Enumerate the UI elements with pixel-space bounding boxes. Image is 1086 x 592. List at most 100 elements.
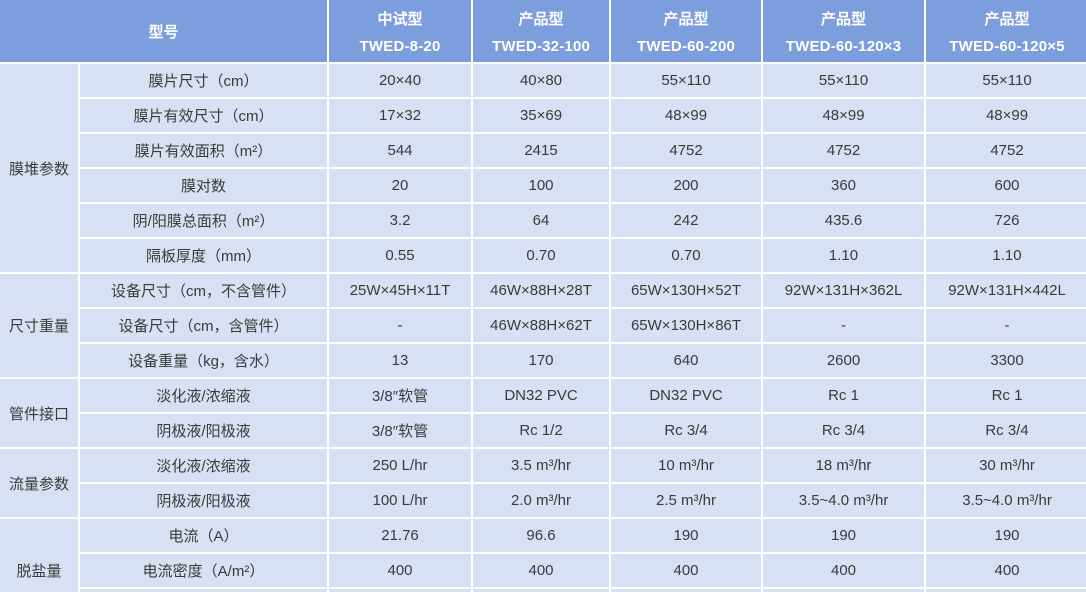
value-cell: Rc 1 [924,377,1086,414]
table-row: 阴极液/阳极液 3/8″软管 Rc 1/2 Rc 3/4 Rc 3/4 Rc 3/4 [0,412,1086,449]
column-model-label: TWED-32-100 [491,37,591,55]
value-cell: 0.55 [327,237,474,274]
value-cell: 65W×130H×86T [609,307,764,344]
value-cell: 65W×130H×52T [609,272,764,309]
table-row: 尺寸重量 设备尺寸（cm，不含管件） 25W×45H×11T 46W×88H×28T 6… [0,272,1086,379]
value-cell: 250 L/hr [327,447,474,484]
value-cell: 726 [924,202,1086,239]
value-cell: 190 [761,517,927,554]
table-header: 型号 中试型 TWED-8-20 产品型 TWED-32-100 产品型 TWE… [0,0,1086,64]
row-label: 膜对数 [77,167,330,204]
table-row: 膜片有效面积（m²） 544 2415 4752 4752 4752 [0,132,1086,169]
header-cell-twed-60-120x5: 产品型 TWED-60-120×5 [924,0,1086,64]
column-model-label: TWED-8-20 [359,37,441,55]
table-row: 设备重量（kg，含水） 13 170 640 2600 3300 [0,342,1086,379]
row-label: 设备尺寸（cm，不含管件） [77,272,330,309]
table-row: 流量参数 淡化液/浓缩液 250 L/hr 3.5 m³/hr 10 m³/hr 18 m… [0,447,1086,519]
row-label: 电流（A） [77,517,330,554]
value-cell: 13 [327,342,474,379]
row-label: 阴极液/阳极液 [77,412,330,449]
value-cell: 48×99 [924,97,1086,134]
value-cell: 25W×45H×11T [327,272,474,309]
column-type-label: 产品型 [663,10,709,28]
value-cell: 1.10 [924,237,1086,274]
value-cell: 46W×88H×62T [471,307,612,344]
value-cell: - [924,307,1086,344]
value-cell: 600 [924,167,1086,204]
table-row: 脱盐量 电流（A） 21.76 96.6 190 190 190 [0,517,1086,592]
value-cell: Rc 3/4 [924,412,1086,449]
value-cell: 400 [327,552,474,589]
header-row: 型号 中试型 TWED-8-20 产品型 TWED-32-100 产品型 TWE… [0,0,1086,64]
value-cell: 55×110 [761,62,927,99]
value-cell: 2.0 m³/hr [471,482,612,519]
value-cell: 4752 [609,132,764,169]
value-cell: 96.6 [471,517,612,554]
value-cell: Rc 3/4 [761,412,927,449]
row-label: 淡化液/浓缩液 [77,377,330,414]
value-cell: 190 [609,517,764,554]
value-cell: 400 [471,552,612,589]
value-cell: 190 [924,517,1086,554]
table-row: 阴/阳膜总面积（m²） 3.2 64 242 435.6 726 [0,202,1086,239]
value-cell: 200 [609,167,764,204]
header-cell-twed-8-20: 中试型 TWED-8-20 [327,0,474,64]
row-label: 阴/阳膜总面积（m²） [77,202,330,239]
value-cell: 170 [471,342,612,379]
value-cell: 3.5~4.0 m³/hr [924,482,1086,519]
value-cell: 21.76 [327,517,474,554]
row-label: 设备重量（kg，含水） [77,342,330,379]
table-row: 设备尺寸（cm，含管件） -46W×88H×62T 65W×130H×86T - - [0,307,1086,344]
row-label: 阴极液/阳极液 [77,482,330,519]
value-cell: 174 [924,587,1086,592]
table-row: 阴极液/阳极液 100 L/hr 2.0 m³/hr 2.5 m³/hr 3.5~4.0… [0,482,1086,519]
group-label: 管件接口 [0,377,80,449]
column-type-label: 产品型 [518,10,564,28]
value-cell: 2.5 m³/hr [609,482,764,519]
group-label: 脱盐量 [0,517,80,592]
value-cell: DN32 PVC [471,377,612,414]
header-cell-twed-60-120x3: 产品型 TWED-60-120×3 [761,0,927,64]
value-cell: 400 [609,552,764,589]
value-cell: DN32 PVC [609,377,764,414]
value-cell: 30 m³/hr [924,447,1086,484]
column-model-label: TWED-60-200 [636,37,736,55]
column-type-label: 中试型 [377,10,423,28]
value-cell: 20×40 [327,62,474,99]
value-cell: 17×32 [327,97,474,134]
value-cell: 2415 [471,132,612,169]
value-cell: 105 [761,587,927,592]
value-cell: 58.0 [609,587,764,592]
model-label: 型号 [148,23,179,41]
value-cell: 18 m³/hr [761,447,927,484]
value-cell: 0.70 [471,237,612,274]
group-label: 尺寸重量 [0,272,80,379]
value-cell: 242 [609,202,764,239]
column-type-label: 产品型 [984,10,1030,28]
row-label: 电流密度（A/m²） [77,552,330,589]
value-cell: 14.7 [471,587,612,592]
row-label: 淡化液/浓缩液 [77,447,330,484]
row-label: 膜片有效面积（m²） [77,132,330,169]
value-cell: 0.66 [327,587,474,592]
value-cell: 55×110 [924,62,1086,99]
group-label: 流量参数 [0,447,80,519]
value-cell: 3.5 m³/hr [471,447,612,484]
value-cell: 3300 [924,342,1086,379]
value-cell: 2600 [761,342,927,379]
table-row: 膜对数 20 100 200 360 600 [0,167,1086,204]
value-cell: 3/8″软管 [327,377,474,414]
value-cell: 46W×88H×28T [471,272,612,309]
value-cell: Rc 1/2 [471,412,612,449]
table-row: 隔板厚度（mm） 0.55 0.70 0.70 1.10 1.10 [0,237,1086,274]
value-cell: 435.6 [761,202,927,239]
table-row: 脱盐量（kg/hr，按NaCl计）0.6614.758.0105174 [0,587,1086,592]
value-cell: 48×99 [761,97,927,134]
row-label: 隔板厚度（mm） [77,237,330,274]
value-cell: - [327,307,474,344]
value-cell: 640 [609,342,764,379]
value-cell: 4752 [761,132,927,169]
table-row: 膜堆参数 膜片尺寸（cm） 20×40 40×80 55×110 55×110 55×110 [0,62,1086,274]
header-cell-twed-60-200: 产品型 TWED-60-200 [609,0,764,64]
